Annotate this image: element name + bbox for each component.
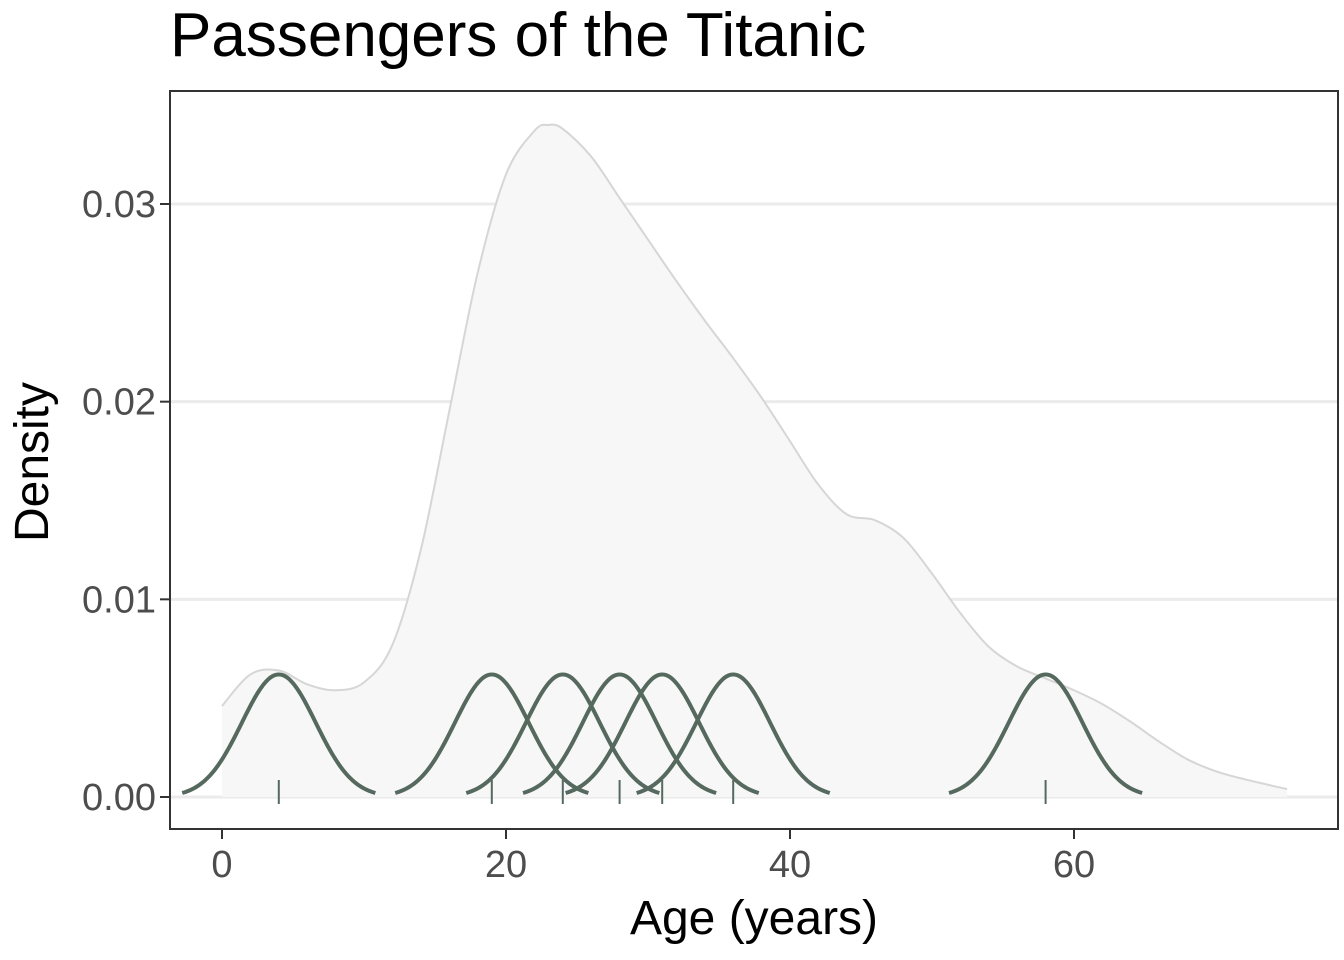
kernel-curve-age-58 [948,672,1143,795]
overall-density-area [222,124,1287,797]
y-tick-label-0: 0.00 [82,777,156,819]
x-tick-label-0: 0 [211,844,232,886]
y-tick-label-1: 0.01 [82,579,156,621]
y-tick-label-2: 0.02 [82,382,156,424]
rug-layer [277,780,1047,804]
x-tick-label-40: 40 [769,844,811,886]
kernel-curve-age-4 [181,672,376,795]
kernel-curves-layer [181,672,1143,795]
axis-ticks: 0 20 40 60 0.00 0.01 0.02 0.03 [82,184,1095,886]
overall-density-line [221,123,1288,791]
kernel-curve-age-24 [465,672,660,795]
kernel-curve-age-31 [565,672,760,795]
panel-border [169,90,1339,830]
chart-title: Passengers of the Titanic [170,1,867,70]
y-axis-title: Density [6,382,59,542]
x-tick-label-20: 20 [485,844,527,886]
kernel-curve-age-36 [636,672,831,795]
kernel-curve-age-28 [522,672,717,795]
x-tick-label-60: 60 [1053,844,1095,886]
x-axis-title: Age (years) [630,892,878,945]
overall-density-layer [221,123,1288,797]
y-tick-label-3: 0.03 [82,184,156,226]
